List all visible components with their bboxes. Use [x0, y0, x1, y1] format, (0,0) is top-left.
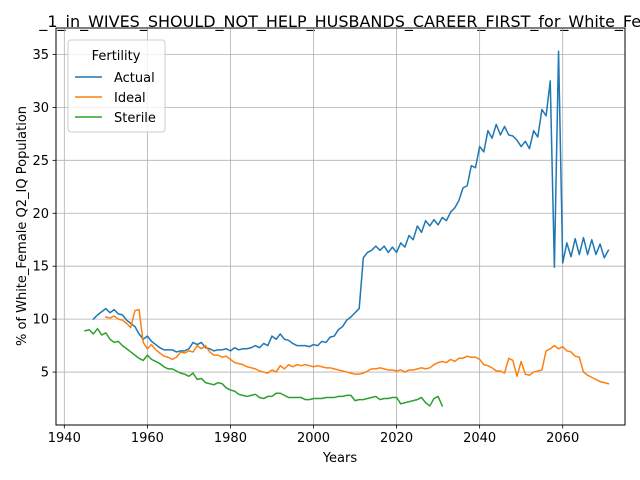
grid-lines: [56, 28, 625, 425]
x-tick-label: 1980: [214, 431, 247, 446]
y-tick-label: 15: [32, 260, 49, 275]
chart-title: _1_in_WIVES_SHOULD_NOT_HELP_HUSBANDS_CAR…: [38, 12, 640, 32]
series-line-ideal: [104, 308, 610, 385]
legend-box: [67, 39, 166, 133]
x-tick-label: 2060: [546, 431, 579, 446]
legend-label-ideal: Ideal: [114, 91, 146, 106]
y-tick-label: 30: [32, 101, 49, 116]
x-tick-label: 2040: [463, 431, 496, 446]
x-tick-label: 1960: [131, 431, 164, 446]
y-tick-label: 10: [32, 313, 49, 328]
series-line-actual: [92, 50, 610, 353]
legend-title: Fertility: [92, 49, 141, 64]
x-tick-label: 2020: [380, 431, 413, 446]
y-tick-label: 20: [32, 207, 49, 222]
x-tick-label: 2000: [297, 431, 330, 446]
y-tick-label: 5: [41, 366, 49, 381]
y-axis-title: % of White_Female Q2_IQ Population: [15, 106, 30, 346]
x-tick-label: 1940: [48, 431, 81, 446]
legend-label-actual: Actual: [114, 71, 155, 86]
series-line-sterile: [84, 327, 444, 407]
legend: Fertility Actual Ideal Sterile: [67, 39, 166, 133]
y-tick-label: 35: [32, 48, 49, 63]
x-axis-title: Years: [322, 451, 358, 466]
legend-label-sterile: Sterile: [114, 111, 156, 126]
y-axis: 5 10 15 20 25 30 35: [32, 48, 56, 381]
x-axis: 1940 1960 1980 2000 2020 2040 2060: [48, 425, 579, 446]
y-tick-label: 25: [32, 154, 49, 169]
plot-frame: [55, 27, 626, 426]
series-lines: [84, 50, 610, 407]
